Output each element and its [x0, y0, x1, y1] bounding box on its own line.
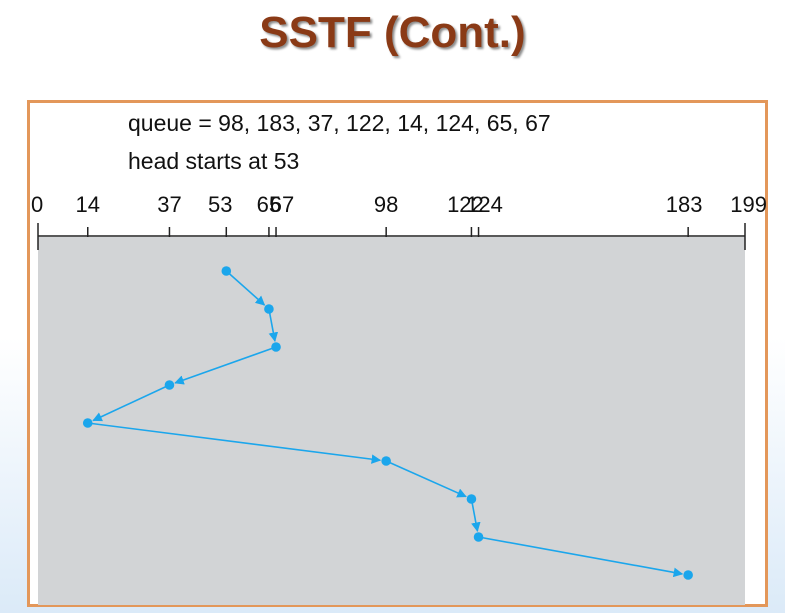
head-position-14 [82, 418, 93, 428]
tick-label-199: 199 [730, 192, 767, 217]
path-segment [470, 498, 481, 533]
path-segment [225, 270, 266, 306]
queue-text: queue = 98, 183, 37, 122, 14, 124, 65, 6… [128, 110, 551, 136]
head-position-183 [683, 570, 693, 580]
path-segment [478, 536, 684, 578]
track-axis [37, 223, 746, 250]
path-segment [268, 308, 279, 343]
head-position-98 [381, 456, 391, 466]
path-segment [385, 460, 467, 498]
head-position-67 [271, 342, 281, 352]
slide-title: SSTF (Cont.) [259, 8, 526, 57]
tick-label-183: 183 [666, 192, 703, 217]
path-segment [87, 422, 382, 464]
head-position-37 [164, 380, 175, 390]
head-position-122 [466, 494, 477, 504]
path-segment [174, 346, 277, 385]
head-position-124 [473, 532, 484, 542]
tick-label-98: 98 [374, 192, 398, 217]
plot-area [38, 237, 745, 605]
path-segment [92, 384, 170, 422]
tick-label-0: 0 [31, 192, 43, 217]
tick-label-67: 67 [270, 192, 294, 217]
head-start-text: head starts at 53 [128, 148, 300, 174]
tick-label-37: 37 [157, 192, 181, 217]
head-position-65 [264, 304, 274, 314]
head-movement-path [82, 266, 693, 580]
head-position-53 [221, 266, 232, 276]
tick-label-53: 53 [208, 192, 232, 217]
tick-label-124: 124 [466, 192, 503, 217]
tick-label-14: 14 [75, 192, 99, 217]
tick-label-65: 65 [257, 192, 281, 217]
tick-label-122: 122 [447, 192, 484, 217]
